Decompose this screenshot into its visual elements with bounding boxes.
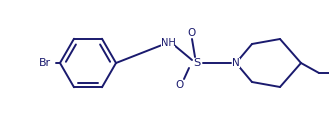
Text: O: O [188, 28, 196, 38]
Text: Br: Br [39, 58, 51, 68]
Text: S: S [193, 58, 201, 68]
Text: NH: NH [161, 38, 175, 48]
Text: N: N [232, 58, 240, 68]
Text: O: O [175, 80, 183, 90]
